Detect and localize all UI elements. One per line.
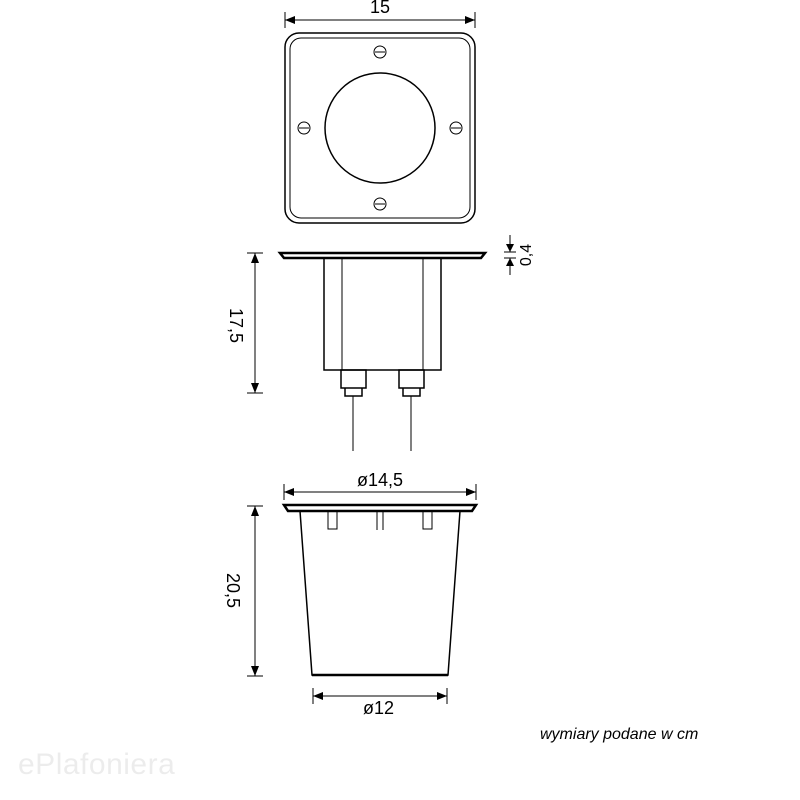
sleeve-view <box>280 500 480 685</box>
label-sleeve-bottom: ø12 <box>363 698 394 719</box>
label-sleeve-top: ø14,5 <box>357 470 403 491</box>
label-side-height: 17,5 <box>225 308 246 343</box>
top-view <box>280 28 480 228</box>
label-flange-thickness: 0,4 <box>518 244 536 266</box>
dimensions-note: wymiary podane w cm <box>540 726 698 744</box>
label-top-width: 15 <box>370 0 390 18</box>
side-view <box>275 248 490 453</box>
watermark: ePlafoniera <box>18 748 175 782</box>
label-sleeve-height: 20,5 <box>222 573 243 608</box>
